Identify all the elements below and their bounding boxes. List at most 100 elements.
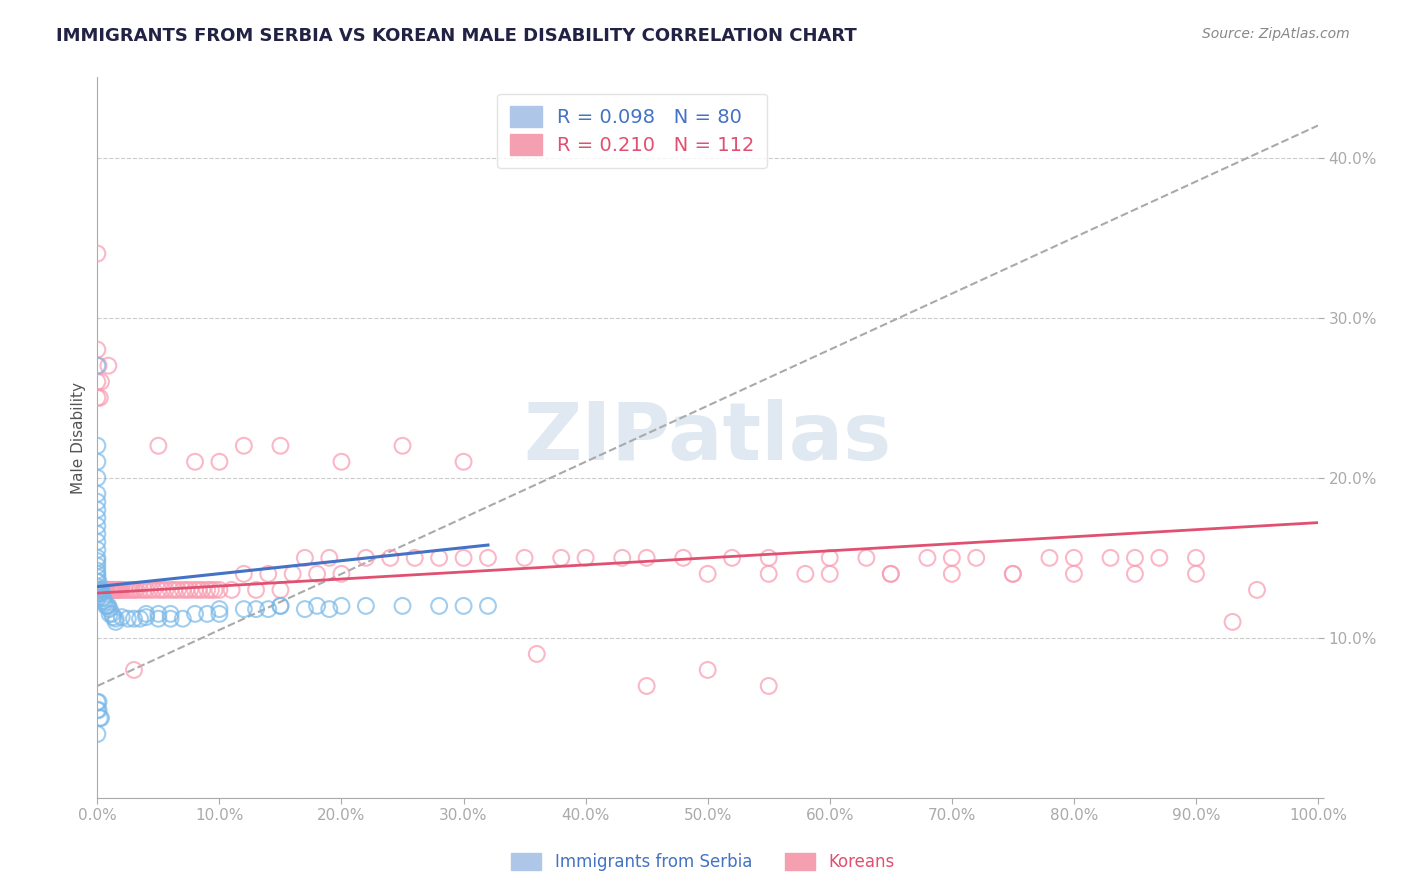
Point [94, 582, 117, 597]
Point [86, 542, 108, 557]
Point [391, 439, 413, 453]
Point [101, 582, 124, 597]
Point [93, 582, 115, 597]
Point [103, 610, 125, 624]
Point [86, 550, 108, 565]
Point [87, 574, 110, 589]
Point [917, 550, 939, 565]
Point [139, 582, 162, 597]
Point [758, 550, 780, 565]
Point [167, 582, 190, 597]
Point [86, 534, 108, 549]
Point [404, 550, 426, 565]
Point [86, 570, 108, 584]
Point [135, 607, 157, 621]
Point [1185, 550, 1208, 565]
Point [97, 359, 120, 373]
Point [232, 602, 254, 616]
Point [90, 586, 112, 600]
Point [93, 591, 115, 605]
Point [575, 550, 598, 565]
Point [477, 550, 499, 565]
Point [941, 550, 963, 565]
Point [91, 591, 114, 605]
Point [118, 582, 141, 597]
Point [818, 566, 841, 581]
Point [187, 582, 209, 597]
Point [122, 612, 145, 626]
Point [86, 558, 108, 573]
Point [86, 471, 108, 485]
Point [86, 359, 108, 373]
Point [330, 455, 353, 469]
Point [184, 607, 207, 621]
Point [86, 566, 108, 581]
Point [307, 566, 329, 581]
Point [1001, 566, 1024, 581]
Point [159, 607, 181, 621]
Point [526, 647, 548, 661]
Point [142, 582, 165, 597]
Point [257, 566, 280, 581]
Point [86, 554, 108, 568]
Point [89, 391, 111, 405]
Point [135, 582, 157, 597]
Point [1099, 550, 1122, 565]
Point [87, 695, 110, 709]
Point [86, 391, 108, 405]
Point [453, 455, 475, 469]
Point [208, 582, 231, 597]
Point [94, 599, 117, 613]
Point [318, 602, 340, 616]
Point [86, 586, 108, 600]
Point [696, 566, 718, 581]
Point [294, 550, 316, 565]
Point [195, 582, 218, 597]
Point [208, 455, 231, 469]
Point [818, 550, 841, 565]
Point [86, 375, 108, 389]
Point [163, 582, 186, 597]
Point [122, 663, 145, 677]
Point [294, 602, 316, 616]
Point [184, 455, 207, 469]
Point [108, 582, 131, 597]
Point [155, 582, 177, 597]
Point [90, 711, 112, 725]
Legend: R = 0.098   N = 80, R = 0.210   N = 112: R = 0.098 N = 80, R = 0.210 N = 112 [496, 94, 766, 168]
Point [1063, 550, 1085, 565]
Point [97, 599, 120, 613]
Point [672, 550, 695, 565]
Point [98, 607, 121, 621]
Point [391, 599, 413, 613]
Point [281, 566, 304, 581]
Point [135, 610, 157, 624]
Point [86, 246, 108, 260]
Point [232, 566, 254, 581]
Point [86, 439, 108, 453]
Point [90, 582, 112, 597]
Point [159, 612, 181, 626]
Point [117, 612, 139, 626]
Point [86, 580, 108, 594]
Point [245, 602, 267, 616]
Point [354, 550, 377, 565]
Point [86, 526, 108, 541]
Point [172, 612, 194, 626]
Point [318, 550, 340, 565]
Point [111, 610, 134, 624]
Point [107, 582, 129, 597]
Point [98, 582, 121, 597]
Point [221, 582, 243, 597]
Text: Source: ZipAtlas.com: Source: ZipAtlas.com [1202, 27, 1350, 41]
Point [195, 607, 218, 621]
Point [129, 612, 152, 626]
Point [86, 455, 108, 469]
Point [86, 591, 108, 605]
Point [112, 582, 135, 597]
Point [87, 582, 110, 597]
Point [104, 612, 127, 626]
Point [111, 582, 134, 597]
Point [307, 599, 329, 613]
Point [104, 615, 127, 629]
